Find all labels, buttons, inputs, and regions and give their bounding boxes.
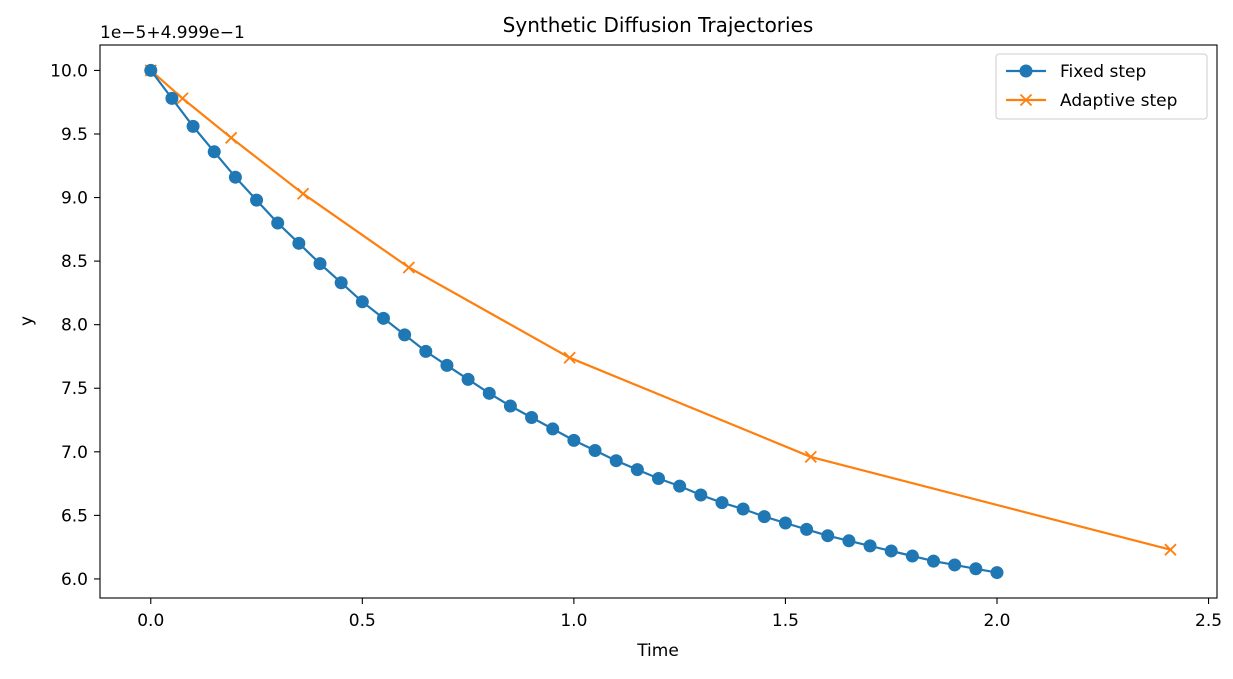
legend-marker-adaptive [1019, 93, 1033, 107]
data-point-fixed-step [419, 344, 433, 358]
data-point-fixed-step [715, 496, 729, 510]
x-tick-label: 2.0 [983, 611, 1010, 631]
data-point-fixed-step [271, 216, 285, 230]
y-tick-label: 6.5 [61, 506, 88, 526]
y-tick-label: 7.5 [61, 379, 88, 399]
x-tick-label: 0.0 [137, 611, 164, 631]
data-point-adaptive-step [225, 131, 238, 144]
data-point-fixed-step [292, 236, 306, 250]
legend-marker-fixed [1019, 64, 1033, 78]
data-point-fixed-step [376, 311, 390, 325]
y-tick-label: 10.0 [50, 61, 88, 81]
data-point-fixed-step [503, 399, 517, 413]
y-axis-ticks: 6.0 6.5 7.0 7.5 8.0 8.5 9.0 9.5 10.0 [50, 61, 100, 590]
data-point-fixed-step [842, 534, 856, 548]
x-tick-label: 0.5 [349, 611, 376, 631]
series-layer [144, 63, 1177, 580]
data-point-fixed-step [567, 433, 581, 447]
y-tick-label: 8.0 [61, 316, 88, 336]
data-point-fixed-step [948, 558, 962, 572]
legend-x-marker [1019, 93, 1033, 107]
data-point-fixed-step [546, 422, 560, 436]
data-point-fixed-step [821, 529, 835, 543]
data-point-adaptive-step [296, 187, 310, 200]
x-tick-label: 2.5 [1195, 611, 1222, 631]
data-point-fixed-step [800, 522, 814, 536]
data-point-fixed-step [990, 566, 1004, 580]
data-point-fixed-step [228, 170, 242, 184]
series-line-fixed-step [149, 69, 998, 574]
data-point-adaptive-step [176, 92, 189, 105]
legend: Fixed step Adaptive step [995, 53, 1208, 120]
data-point-fixed-step [652, 472, 665, 486]
y-offset-label: 1e−5+4.999e−1 [100, 23, 245, 43]
data-point-fixed-step [525, 410, 539, 424]
legend-label-fixed: Fixed step [1060, 62, 1146, 82]
x-axis-ticks: 0.0 0.5 1.0 1.5 2.0 2.5 [137, 598, 1222, 631]
data-point-fixed-step [313, 257, 327, 271]
series-line-adaptive-step [150, 69, 1171, 551]
data-point-fixed-step [884, 544, 898, 558]
data-point-fixed-step [757, 510, 771, 524]
legend-label-adaptive: Adaptive step [1060, 91, 1177, 111]
data-point-adaptive-step [402, 261, 416, 274]
data-point-fixed-step [398, 328, 412, 342]
data-point-fixed-step [778, 516, 792, 530]
x-axis-label: Time [636, 641, 679, 661]
data-point-fixed-step [334, 276, 348, 290]
plot-frame [99, 44, 1218, 599]
data-point-fixed-step [440, 358, 454, 372]
data-point-fixed-step [165, 91, 179, 105]
data-point-fixed-step [588, 444, 602, 458]
data-point-fixed-step [461, 372, 475, 386]
data-point-fixed-step [863, 539, 877, 553]
data-point-fixed-step [673, 479, 687, 493]
x-tick-label: 1.0 [560, 611, 587, 631]
data-point-fixed-step [207, 145, 221, 159]
data-point-fixed-step [736, 502, 750, 516]
data-point-fixed-step [186, 119, 200, 133]
y-tick-label: 6.0 [61, 570, 88, 590]
y-tick-label: 8.5 [61, 252, 88, 272]
data-point-fixed-step [482, 386, 496, 400]
data-point-fixed-step [694, 488, 708, 502]
x-tick-label: 1.5 [772, 611, 799, 631]
y-tick-label: 9.5 [61, 125, 88, 145]
data-point-fixed-step [144, 63, 158, 77]
y-tick-label: 7.0 [61, 443, 88, 463]
data-point-fixed-step [969, 562, 983, 576]
y-tick-label: 9.0 [61, 189, 88, 209]
data-point-adaptive-step [563, 351, 576, 364]
data-point-fixed-step [355, 295, 369, 309]
data-point-fixed-step [630, 463, 644, 477]
legend-frame [995, 53, 1208, 120]
data-point-fixed-step [250, 193, 264, 207]
data-point-adaptive-step [804, 450, 817, 464]
data-point-fixed-step [609, 454, 623, 468]
data-point-fixed-step [927, 554, 941, 568]
chart-title: Synthetic Diffusion Trajectories [503, 13, 814, 37]
data-point-adaptive-step [1164, 543, 1177, 556]
y-axis-label: y [17, 316, 37, 326]
data-point-fixed-step [905, 549, 919, 563]
